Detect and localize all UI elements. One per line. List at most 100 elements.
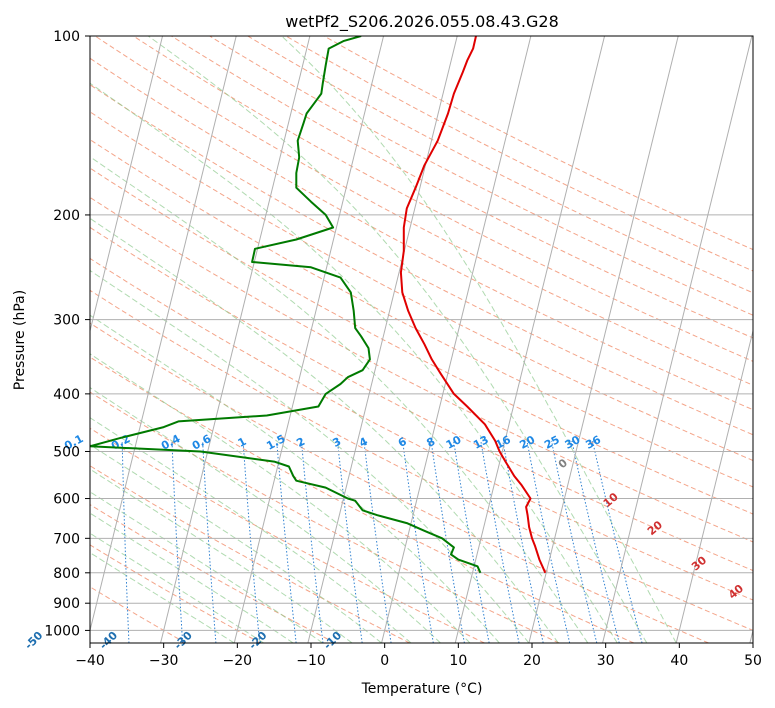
profiles xyxy=(90,36,547,574)
isotherm xyxy=(160,36,311,643)
mixing-ratio-label: 3 xyxy=(330,435,343,450)
isotherm xyxy=(381,36,532,643)
dry-adiabat xyxy=(90,356,635,643)
dewpoint-profile xyxy=(90,36,482,574)
dry-adiabat xyxy=(90,139,753,488)
moist-adiabat xyxy=(90,82,618,643)
mixing-ratio-label: 30 xyxy=(563,433,583,452)
moist-adiabat xyxy=(90,417,412,643)
moist-adiabat xyxy=(90,444,382,643)
isotherm xyxy=(233,36,385,643)
x-tick-label: −10 xyxy=(296,653,326,669)
mixing-ratio-label: 1.5 xyxy=(264,432,287,453)
background-labels: 0.10.20.40.611.52346810131620253036-100-… xyxy=(22,432,746,652)
dry-adiabat xyxy=(285,36,753,272)
x-axis-label: Temperature (°C) xyxy=(361,681,483,697)
moist-adiabat-label: 20 xyxy=(645,518,665,538)
dry-adiabat xyxy=(90,544,261,643)
moist-adiabat xyxy=(90,314,500,643)
dry-adiabat xyxy=(171,36,753,339)
mixing-ratio-label: 8 xyxy=(424,435,437,450)
dry-adiabat-label: -10 xyxy=(321,629,344,652)
dry-adiabat xyxy=(209,36,753,316)
dry-adiabat xyxy=(90,465,411,643)
moist-adiabat-label: 40 xyxy=(726,582,746,602)
isotherm xyxy=(90,36,164,334)
mixing-ratio-line xyxy=(480,440,520,643)
x-tick-label: 50 xyxy=(744,653,762,669)
mixing-ratio-line xyxy=(402,440,434,643)
dry-adiabat xyxy=(90,84,753,436)
mixing-ratio-line xyxy=(571,440,620,643)
mixing-ratio-line xyxy=(242,440,261,643)
y-tick-label: 600 xyxy=(53,492,80,508)
moist-adiabat-label: 0 xyxy=(556,456,570,471)
dry-adiabat xyxy=(90,391,560,643)
moist-adiabat xyxy=(90,217,559,643)
moist-adiabat xyxy=(90,468,353,643)
mixing-ratio-line xyxy=(300,440,324,643)
mixing-ratio-line xyxy=(551,440,598,643)
mixing-ratio-line xyxy=(592,440,643,643)
isotherm xyxy=(602,36,753,643)
mixing-ratio-line xyxy=(276,440,297,643)
moist-adiabat xyxy=(90,156,589,643)
x-tick-label: −40 xyxy=(75,653,105,669)
isotherm xyxy=(675,328,753,643)
mixing-ratio-label: 6 xyxy=(396,435,409,450)
mixing-ratio-line xyxy=(121,440,130,643)
mixing-ratio-line xyxy=(526,440,571,643)
dry-adiabat xyxy=(133,36,753,362)
mixing-ratio-line xyxy=(202,440,217,643)
dry-adiabat xyxy=(247,36,753,294)
isotherm xyxy=(454,36,606,643)
isotherm xyxy=(528,36,679,643)
mixing-ratio-line xyxy=(502,440,544,643)
y-tick-label: 500 xyxy=(53,444,80,460)
dry-adiabat xyxy=(90,289,753,631)
isotherm xyxy=(307,36,458,643)
dry-adiabat-label: -50 xyxy=(22,629,45,652)
dry-adiabat xyxy=(90,167,753,515)
dry-adiabat xyxy=(90,57,753,411)
dry-adiabat-label: -20 xyxy=(246,629,269,652)
mixing-ratio-label: 0.6 xyxy=(190,432,214,453)
moist-adiabat-label: 30 xyxy=(689,553,709,573)
moist-adiabat xyxy=(90,512,294,643)
dry-adiabat xyxy=(323,36,753,251)
x-tick-label: 30 xyxy=(597,653,615,669)
dry-adiabat-label: -40 xyxy=(97,629,120,652)
y-tick-label: 1000 xyxy=(44,623,80,639)
dry-adiabat xyxy=(90,586,186,643)
moist-adiabat xyxy=(90,353,471,643)
y-tick-label: 300 xyxy=(53,313,80,329)
temperature-profile xyxy=(399,36,547,574)
y-tick-label: 200 xyxy=(53,208,80,224)
moist-adiabat xyxy=(281,36,677,643)
moist-adiabat xyxy=(147,36,648,643)
x-tick-label: −30 xyxy=(149,653,179,669)
mixing-ratio-label: 13 xyxy=(471,433,491,452)
dry-adiabat xyxy=(90,257,753,601)
y-tick-label: 900 xyxy=(53,596,80,612)
mixing-ratio-line xyxy=(453,440,490,643)
dry-adiabat xyxy=(90,322,709,643)
y-axis-label: Pressure (hPa) xyxy=(12,290,28,390)
isotherm xyxy=(90,36,237,633)
mixing-ratio-label: 4 xyxy=(357,435,370,450)
y-axis: 100 200 300 400 500 600 700 800 900 1000 xyxy=(44,29,90,639)
mixing-ratio-label: 1 xyxy=(236,435,249,450)
y-tick-label: 100 xyxy=(53,29,80,45)
mixing-ratio-label: 25 xyxy=(542,433,562,452)
y-tick-label: 700 xyxy=(53,531,80,547)
x-tick-label: 10 xyxy=(449,653,467,669)
dry-adiabat-label: -30 xyxy=(172,629,195,652)
mixing-ratio-line xyxy=(430,440,465,643)
dry-adiabat xyxy=(90,196,753,543)
mixing-ratio-label: 36 xyxy=(583,433,603,452)
mixing-ratio-line xyxy=(336,440,363,643)
moist-adiabat xyxy=(90,532,264,643)
x-tick-label: −20 xyxy=(223,653,253,669)
y-tick-label: 800 xyxy=(53,566,80,582)
